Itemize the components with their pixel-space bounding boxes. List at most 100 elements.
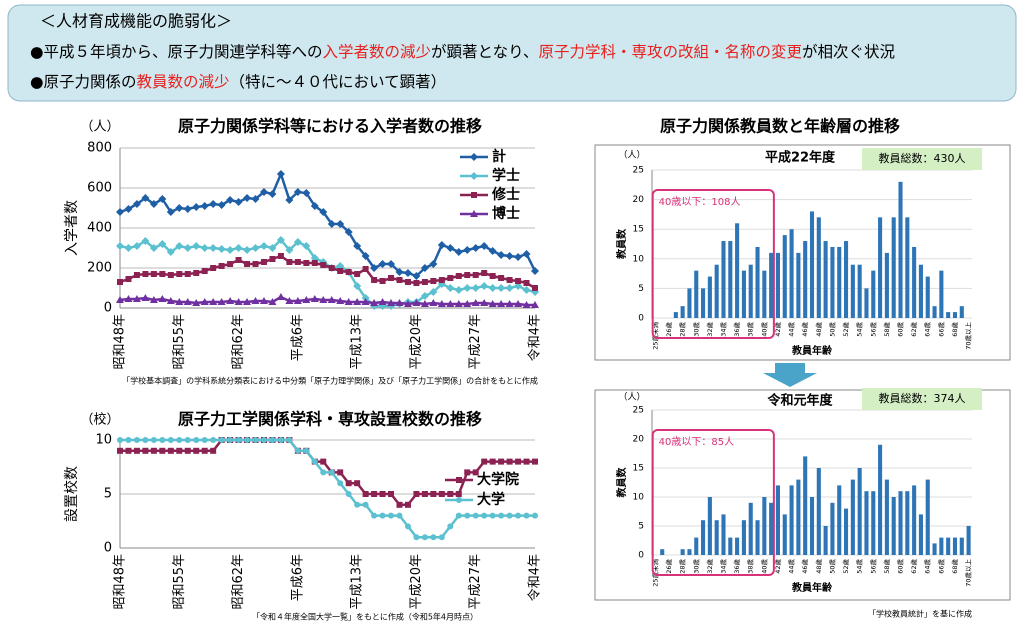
x-tick-label: 70歳以上 [964,559,973,587]
point-marker [149,296,158,303]
point-marker [353,282,362,290]
x-tick-label: 62歳 [909,322,918,337]
bar [721,514,726,555]
x-axis-label: 教員年齢 [791,581,833,594]
point-marker [354,480,361,487]
header-box [7,4,1017,102]
x-tick-label: 60歳 [896,322,905,337]
point-marker [471,299,480,306]
legend-label: 博士 [492,205,520,222]
point-marker [132,200,141,208]
point-marker [354,501,361,508]
point-marker [378,298,387,305]
point-marker [183,205,192,213]
point-marker [328,469,335,476]
point-marker [150,271,157,277]
point-marker [430,491,437,497]
point-marker [268,190,277,198]
point-marker [480,282,489,290]
point-marker [184,447,191,454]
legend-label: 大学院 [477,471,519,488]
x-tick-label: 56歳 [868,322,877,337]
bar [864,491,869,555]
point-marker [166,208,175,216]
point-marker [430,278,437,284]
point-marker [175,242,184,250]
annotation: 40歳以下：85人 [659,436,734,448]
point-marker [200,298,209,305]
point-marker [226,246,235,254]
bar [959,306,964,318]
total-box [862,148,982,170]
point-marker [506,458,513,465]
point-marker [252,437,259,444]
point-marker [361,298,370,305]
point-marker [454,300,463,307]
point-marker [193,270,200,276]
point-marker [217,298,226,305]
bullet-segment: 入学者数の減少 [323,43,432,61]
point-marker [235,437,242,443]
point-marker [403,269,412,277]
x-tick-label: 昭和62年 [231,554,246,610]
point-marker [337,480,344,487]
bar [789,485,794,555]
bar [782,514,787,555]
x-tick-label: 46歳 [800,559,809,574]
bar [966,526,971,555]
point-marker [488,284,497,292]
point-marker [379,491,386,497]
bar [769,502,774,555]
point-marker [125,276,132,282]
bar [918,514,923,555]
x-tick-label: 66歳 [936,322,945,337]
point-marker [209,244,218,252]
y-axis-label: 入学者数 [64,200,80,256]
x-tick-label: 60歳 [896,559,905,574]
point-marker [447,523,454,530]
point-marker [523,280,530,286]
point-marker [396,501,403,508]
x-tick-label: 38歳 [746,559,755,574]
legend-marker [456,477,462,483]
y-tick-label: 600 [87,181,112,196]
point-marker [294,259,301,265]
y-tick-label: 5 [638,522,644,532]
bar [816,217,821,318]
point-marker [251,297,260,304]
point-marker [498,512,505,519]
y-axis-label: 設置校数 [63,466,80,522]
point-marker [523,512,530,519]
point-marker [505,284,514,292]
point-marker [396,277,403,283]
x-tick-label: 平成13年 [350,554,365,610]
point-marker [421,491,428,497]
point-marker [183,244,192,252]
point-marker [277,437,284,443]
point-marker [218,437,225,443]
bar [762,270,767,318]
point-marker [471,244,480,252]
bar [735,223,740,318]
point-marker [532,458,538,465]
x-tick-label: 52歳 [841,559,850,574]
point-marker [429,260,438,268]
point-marker [497,284,506,292]
point-marker [481,458,488,465]
point-marker [150,437,157,443]
point-marker [506,277,513,283]
point-marker [217,245,226,253]
x-tick-label: 48歳 [814,322,823,337]
x-tick-label: 昭和55年 [172,314,187,370]
point-marker [311,458,318,465]
bar [809,497,815,555]
chart-frame [594,389,1011,601]
point-marker [437,300,446,307]
point-marker [412,272,421,280]
point-marker [404,279,411,285]
x-tick-label: 38歳 [746,322,755,337]
point-marker [327,220,336,228]
y-tick-label: 15 [633,464,644,474]
bullet: ●原子力関係の教員数の減少（特に～４０代において顕著） [30,73,446,91]
y-tick-label: 10 [95,433,112,448]
